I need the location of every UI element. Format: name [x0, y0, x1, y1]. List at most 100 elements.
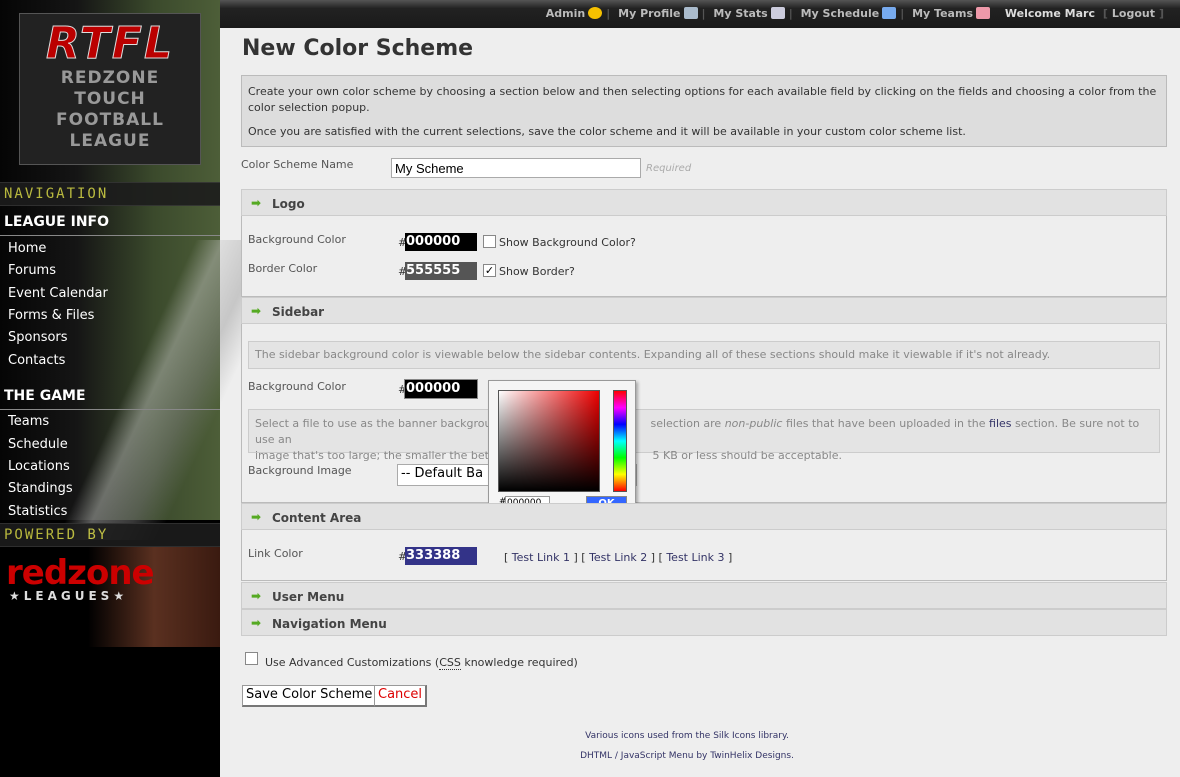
hash-prefix: # [398, 550, 408, 563]
hue-slider[interactable] [613, 390, 627, 492]
link-color-field[interactable]: 333388 [405, 547, 477, 565]
section-content-header[interactable]: ➡ Content Area [241, 503, 1167, 530]
powered-by-label: POWERED BY [0, 523, 220, 547]
users-icon [976, 7, 990, 19]
arrow-right-icon: ➡ [251, 589, 262, 603]
nav-section-league-info: LEAGUE INFO [0, 214, 220, 236]
my-stats-label: My Stats [713, 7, 768, 20]
nav-teams[interactable]: Teams [8, 414, 50, 429]
sidebar: RTFL REDZONE TOUCH FOOTBALL LEAGUE NAVIG… [0, 0, 260, 777]
advanced-text: Use Advanced Customizations ( [265, 656, 440, 669]
my-teams-label: My Teams [912, 7, 973, 20]
test-link-2[interactable]: Test Link 2 [589, 551, 648, 564]
advanced-checkbox[interactable] [245, 652, 258, 665]
nav-section-the-game: THE GAME [0, 388, 220, 410]
intro-text: Create your own color scheme by choosing… [248, 85, 1157, 114]
id-card-icon [683, 7, 698, 19]
section-title: Sidebar [272, 305, 325, 319]
logo-border-label: Border Color [248, 262, 318, 275]
navigation-label: NAVIGATION [0, 182, 220, 206]
sidebar-image-label: Background Image [248, 464, 352, 477]
scheme-name-input[interactable] [391, 158, 641, 178]
footer-credit: DHTML / JavaScript Menu by TwinHelix Des… [580, 751, 794, 761]
show-bg-label: Show Background Color? [499, 236, 636, 249]
show-bg-checkbox[interactable] [483, 235, 496, 248]
logo-border-color-field[interactable]: 555555 [405, 262, 477, 280]
my-teams-link[interactable]: My Teams [912, 7, 990, 20]
sidebar-bg-color-field[interactable]: 000000 [404, 379, 478, 399]
hash-prefix: # [398, 265, 408, 278]
advanced-label: Use Advanced Customizations (CSS knowled… [265, 656, 578, 670]
my-schedule-link[interactable]: My Schedule [801, 7, 897, 20]
nav-standings[interactable]: Standings [8, 481, 73, 496]
my-stats-link[interactable]: My Stats [713, 7, 785, 20]
my-profile-link[interactable]: My Profile [618, 7, 698, 20]
page-title: New Color Scheme [242, 36, 474, 61]
color-picker-popup: # 000000 OK [488, 380, 636, 516]
brand-tag: ★LEAGUES★ [9, 589, 129, 603]
arrow-right-icon: ➡ [251, 304, 262, 318]
nav-forms-files[interactable]: Forms & Files [8, 308, 95, 323]
section-logo-body: Background Color # 000000 Show Backgroun… [241, 216, 1167, 297]
nav-forums[interactable]: Forums [8, 263, 56, 278]
sidebar-bg-label: Background Color [248, 380, 346, 393]
calendar-icon [882, 7, 897, 19]
section-logo-header[interactable]: ➡ Logo [241, 189, 1167, 216]
hash-prefix: # [398, 383, 408, 396]
file-note-text: Select a file to use as the banner backg… [255, 417, 506, 430]
test-link-1[interactable]: Test Link 1 [511, 551, 570, 564]
show-border-checkbox[interactable]: ✓ [483, 264, 496, 277]
nav-contacts[interactable]: Contacts [8, 353, 66, 368]
file-note-text: non-public [724, 417, 783, 430]
file-note: Select a file to use as the banner backg… [248, 409, 1160, 462]
field-stripe [60, 240, 260, 540]
nav-schedule[interactable]: Schedule [8, 437, 68, 452]
top-bar: Admin | My Profile | My Stats | My Schedule… [220, 0, 1180, 28]
section-sidebar-body: The sidebar background color is viewable… [241, 324, 1167, 503]
my-schedule-label: My Schedule [800, 7, 880, 20]
hash-prefix: # [499, 497, 507, 507]
logo-line: TOUCH [74, 89, 146, 109]
section-sidebar-header[interactable]: ➡ Sidebar [241, 297, 1167, 324]
nav-statistics[interactable]: Statistics [8, 504, 68, 519]
file-note-text: image that's too large; the smaller the … [255, 449, 505, 462]
section-nav-menu-header[interactable]: ➡ Navigation Menu [241, 609, 1167, 636]
section-title: Logo [272, 197, 305, 211]
section-user-menu-header[interactable]: ➡ User Menu [241, 582, 1167, 609]
league-logo[interactable]: RTFL REDZONE TOUCH FOOTBALL LEAGUE [19, 13, 201, 165]
my-profile-label: My Profile [618, 7, 681, 20]
save-button[interactable]: Save Color Scheme [242, 685, 378, 707]
arrow-right-icon: ➡ [251, 510, 262, 524]
logout-link[interactable]: Logout [1111, 7, 1155, 20]
files-link[interactable]: files [989, 417, 1012, 430]
intro-text: Once you are satisfied with the current … [248, 125, 966, 138]
nav-event-calendar[interactable]: Event Calendar [8, 286, 108, 301]
nav-locations[interactable]: Locations [8, 459, 70, 474]
brand-name: redzone [6, 553, 155, 593]
show-border-label: Show Border? [499, 265, 575, 278]
sidebar-note: The sidebar background color is viewable… [248, 341, 1160, 369]
logo-line: REDZONE [60, 68, 160, 88]
saturation-value-area[interactable] [498, 390, 600, 492]
calculator-icon [770, 7, 785, 19]
file-note-text: files that have been uploaded in the [785, 417, 986, 430]
cancel-button[interactable]: Cancel [374, 685, 428, 707]
section-title: Navigation Menu [272, 617, 387, 631]
logo-bg-label: Background Color [248, 233, 346, 246]
nav-sponsors[interactable]: Sponsors [8, 330, 68, 345]
logo-bg-color-field[interactable]: 000000 [405, 233, 477, 251]
logo-line: LEAGUE [69, 131, 151, 151]
section-title: User Menu [272, 590, 345, 604]
required-hint: Required [646, 163, 692, 174]
admin-link[interactable]: Admin [546, 7, 603, 20]
nav-home[interactable]: Home [8, 241, 47, 256]
section-title: Content Area [272, 511, 362, 525]
footer-credit: Various icons used from the Silk Icons l… [585, 731, 789, 741]
test-link-3[interactable]: Test Link 3 [666, 551, 725, 564]
star-icon [588, 7, 603, 19]
file-note-text: 5 KB or less should be acceptable. [652, 449, 842, 462]
redzone-leagues-logo[interactable]: redzone ★LEAGUES★ [0, 547, 220, 647]
file-note-text: section. Be sure not to use an [255, 417, 1140, 446]
advanced-text: knowledge required) [460, 656, 578, 669]
arrow-right-icon: ➡ [251, 616, 262, 630]
